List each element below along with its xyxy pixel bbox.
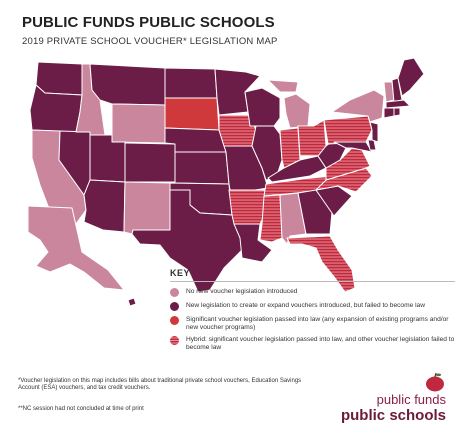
state-ct — [383, 107, 395, 119]
state-md — [333, 141, 373, 153]
state-co — [124, 142, 176, 183]
key-label-hybrid: Hybrid: significant voucher legislation … — [186, 336, 455, 351]
swatch-none — [170, 288, 179, 297]
state-ri — [393, 107, 401, 117]
state-tx — [131, 189, 243, 293]
state-pa — [323, 115, 373, 145]
key-title: KEY — [170, 268, 191, 278]
state-fl — [286, 235, 356, 293]
state-sd — [164, 97, 220, 131]
state-nm — [123, 181, 171, 235]
state-ny — [331, 89, 385, 123]
key-item-passed: Significant voucher legislation passed i… — [170, 316, 455, 331]
footnote-nc: **NC session had not concluded at time o… — [18, 406, 144, 412]
state-wa — [35, 61, 83, 96]
state-mt — [89, 63, 166, 106]
state-va — [325, 147, 371, 181]
state-ma — [385, 99, 411, 109]
state-hi — [127, 297, 137, 307]
logo-line-2: public schools — [340, 407, 446, 424]
key-divider — [170, 281, 455, 282]
page-subtitle: 2019 PRIVATE SCHOOL VOUCHER* LEGISLATION… — [22, 36, 278, 47]
state-me — [397, 57, 425, 97]
state-la — [233, 223, 273, 263]
state-ut — [89, 134, 126, 183]
apple-icon — [426, 372, 444, 392]
state-nj — [369, 121, 379, 143]
page-title: PUBLIC FUNDS PUBLIC SCHOOLS — [22, 14, 275, 31]
map-key: KEY No new voucher legislation introduce… — [170, 268, 455, 356]
key-item-hybrid: Hybrid: significant voucher legislation … — [170, 336, 455, 351]
logo: public funds public schools — [341, 372, 446, 424]
state-wi — [244, 87, 281, 127]
swatch-hybrid — [170, 336, 179, 346]
footnote-voucher: *Voucher legislation on this map include… — [18, 378, 302, 392]
key-item-none: No new voucher legislation introduced — [170, 288, 455, 297]
state-ak — [27, 205, 125, 291]
key-label-failed: New legislation to create or expand vouc… — [186, 302, 425, 309]
swatch-failed — [170, 302, 179, 311]
state-wy — [111, 103, 166, 144]
state-de — [367, 139, 377, 151]
swatch-passed — [170, 316, 179, 325]
key-label-none: No new voucher legislation introduced — [186, 288, 298, 295]
key-label-passed: Significant voucher legislation passed i… — [186, 316, 449, 331]
state-az — [83, 179, 126, 233]
state-ms — [259, 194, 283, 243]
logo-line-1: public funds — [376, 392, 446, 407]
state-ks — [174, 151, 230, 185]
key-item-failed: New legislation to create or expand vouc… — [170, 302, 455, 311]
state-nd — [164, 67, 218, 99]
